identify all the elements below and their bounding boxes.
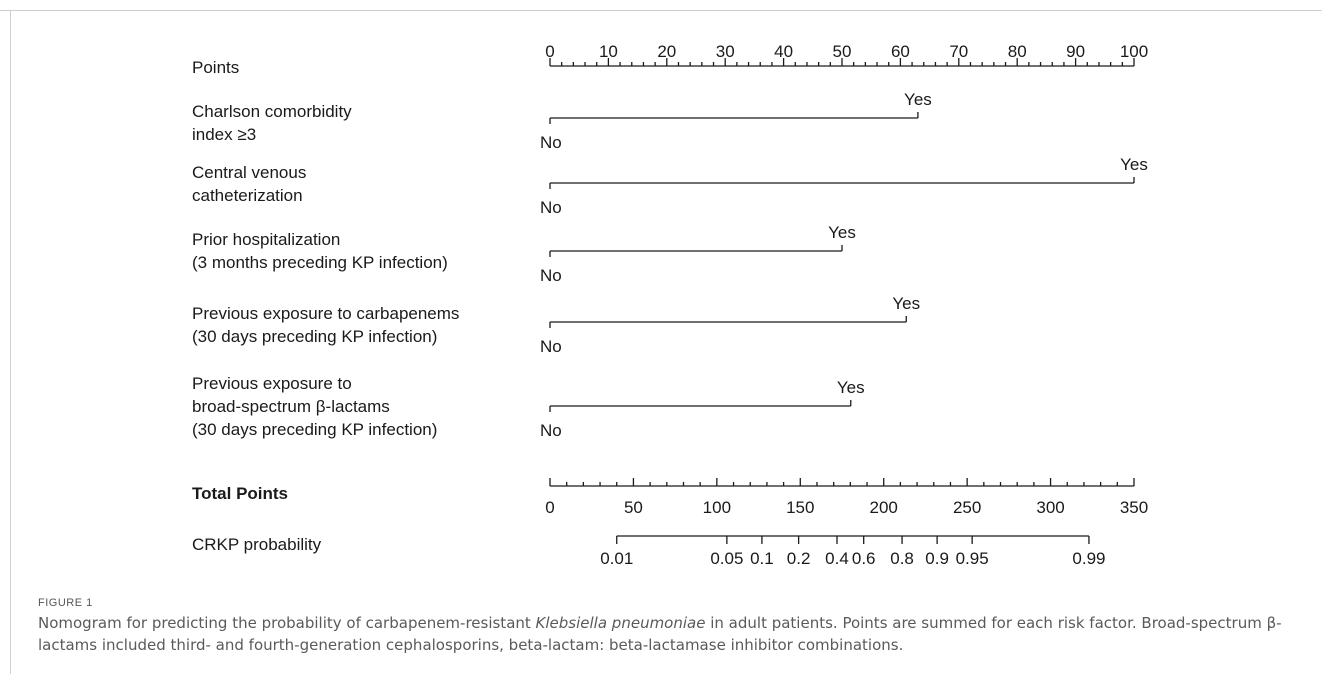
variable-no-label: No bbox=[540, 133, 562, 152]
variable-no-label: No bbox=[540, 266, 562, 285]
variable-label: (30 days preceding KP infection) bbox=[192, 327, 437, 346]
probability-tick-label: 0.4 bbox=[825, 549, 849, 568]
variable-yes-label: Yes bbox=[892, 294, 920, 313]
points-tick-label: 80 bbox=[1008, 42, 1027, 61]
variable-yes-label: Yes bbox=[904, 90, 932, 109]
figure-caption: FIGURE 1 Nomogram for predicting the pro… bbox=[38, 597, 1308, 656]
variable-label: index ≥3 bbox=[192, 125, 256, 144]
probability-tick-label: 0.99 bbox=[1072, 549, 1105, 568]
left-divider bbox=[10, 10, 11, 674]
probability-tick-label: 0.05 bbox=[710, 549, 743, 568]
variable-yes-label: Yes bbox=[1120, 155, 1148, 174]
probability-tick-label: 0.8 bbox=[890, 549, 914, 568]
points-tick-label: 50 bbox=[833, 42, 852, 61]
probability-tick-label: 0.01 bbox=[600, 549, 633, 568]
probability-tick-label: 0.1 bbox=[750, 549, 774, 568]
points-tick-label: 30 bbox=[716, 42, 735, 61]
variable-yes-label: Yes bbox=[828, 223, 856, 242]
variable-no-label: No bbox=[540, 337, 562, 356]
points-tick-label: 70 bbox=[949, 42, 968, 61]
caption-text: Nomogram for predicting the probability … bbox=[38, 612, 1308, 656]
points-tick-label: 60 bbox=[891, 42, 910, 61]
probability-axis-label: CRKP probability bbox=[192, 535, 322, 554]
total-tick-label: 50 bbox=[624, 498, 643, 517]
points-tick-label: 10 bbox=[599, 42, 618, 61]
top-divider bbox=[0, 10, 1322, 11]
total-tick-label: 250 bbox=[953, 498, 981, 517]
probability-tick-label: 0.9 bbox=[925, 549, 949, 568]
total-tick-label: 350 bbox=[1120, 498, 1148, 517]
points-tick-label: 90 bbox=[1066, 42, 1085, 61]
variable-label: Charlson comorbidity bbox=[192, 102, 352, 121]
figure-label: FIGURE 1 bbox=[38, 597, 93, 609]
variable-label: catheterization bbox=[192, 186, 303, 205]
total-tick-label: 200 bbox=[870, 498, 898, 517]
total-points-label: Total Points bbox=[192, 484, 288, 503]
variable-label: Central venous bbox=[192, 163, 306, 182]
points-tick-label: 0 bbox=[545, 42, 554, 61]
points-tick-label: 20 bbox=[657, 42, 676, 61]
points-tick-label: 40 bbox=[774, 42, 793, 61]
nomogram-chart: Points 0 10 20 30 40 50 60 70 80 90 100 Charlson com… bbox=[192, 42, 1148, 568]
probability-tick-label: 0.6 bbox=[852, 549, 876, 568]
caption-text-after: in adult patients. Points are summed for… bbox=[38, 614, 1282, 654]
points-axis-label: Points bbox=[192, 58, 239, 77]
probability-tick-label: 0.2 bbox=[787, 549, 811, 568]
probability-tick-label: 0.95 bbox=[956, 549, 989, 568]
variable-label: Previous exposure to carbapenems bbox=[192, 304, 459, 323]
caption-text-italic: Klebsiella pneumoniae bbox=[535, 614, 706, 632]
caption-text-before: Nomogram for predicting the probability … bbox=[38, 614, 536, 632]
variable-yes-label: Yes bbox=[837, 378, 865, 397]
variable-no-label: No bbox=[540, 198, 562, 217]
total-tick-label: 150 bbox=[786, 498, 814, 517]
points-tick-label: 100 bbox=[1120, 42, 1148, 61]
total-tick-label: 100 bbox=[703, 498, 731, 517]
variable-label: Previous exposure to bbox=[192, 374, 352, 393]
total-tick-label: 300 bbox=[1036, 498, 1064, 517]
variable-label: Prior hospitalization bbox=[192, 230, 340, 249]
variable-no-label: No bbox=[540, 421, 562, 440]
variable-label: (30 days preceding KP infection) bbox=[192, 420, 437, 439]
variable-label: broad-spectrum β-lactams bbox=[192, 397, 390, 416]
variable-label: (3 months preceding KP infection) bbox=[192, 253, 448, 272]
total-tick-label: 0 bbox=[545, 498, 554, 517]
